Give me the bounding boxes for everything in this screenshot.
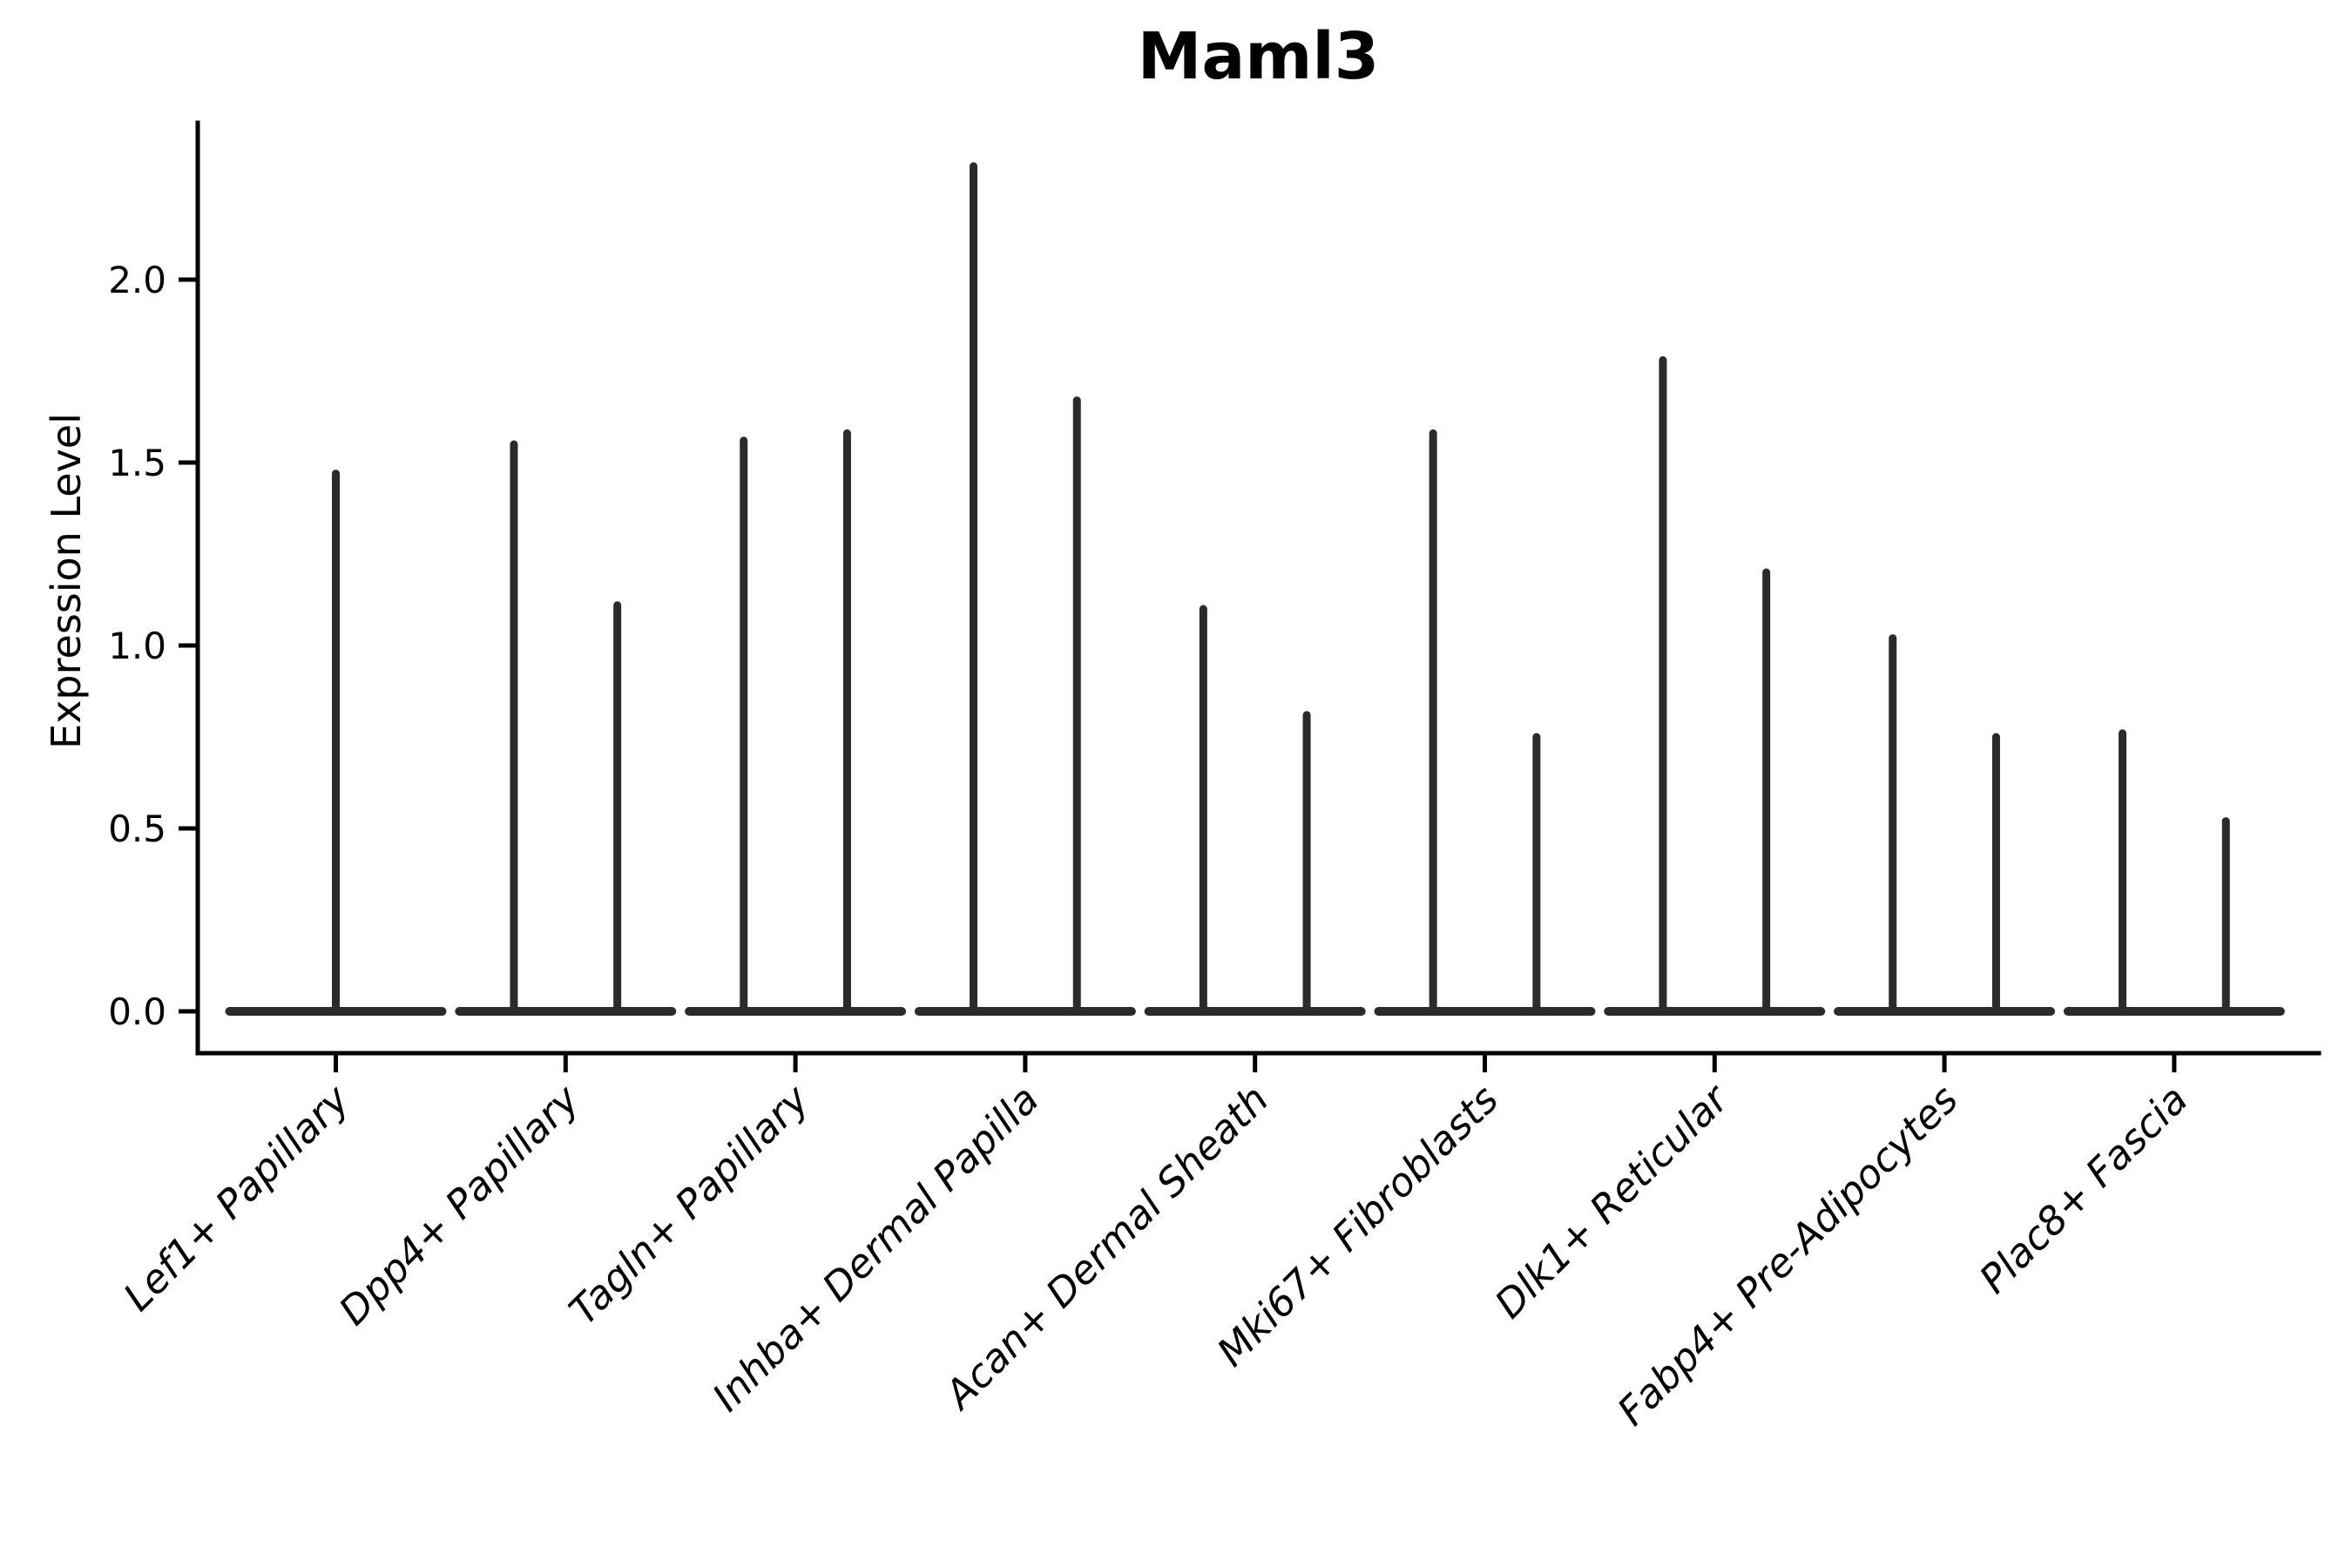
y-tick-label: 1.5 — [108, 442, 166, 484]
chart-title: Maml3 — [1137, 19, 1380, 94]
x-tick-label: Plac8+ Fascia — [1970, 1076, 2197, 1302]
x-tick-label: Dlk1+ Reticular — [1486, 1075, 1739, 1328]
y-tick-label: 0.0 — [108, 990, 166, 1033]
y-tick-label: 2.0 — [108, 259, 166, 301]
x-tick-label: Lef1+ Papillary — [114, 1075, 359, 1320]
y-tick-label: 0.5 — [108, 808, 166, 850]
x-tick-label: Dpp4+ Papillary — [330, 1075, 589, 1334]
y-tick-label: 1.0 — [108, 625, 166, 667]
x-tick-label: Tagln+ Papillary — [560, 1075, 819, 1334]
